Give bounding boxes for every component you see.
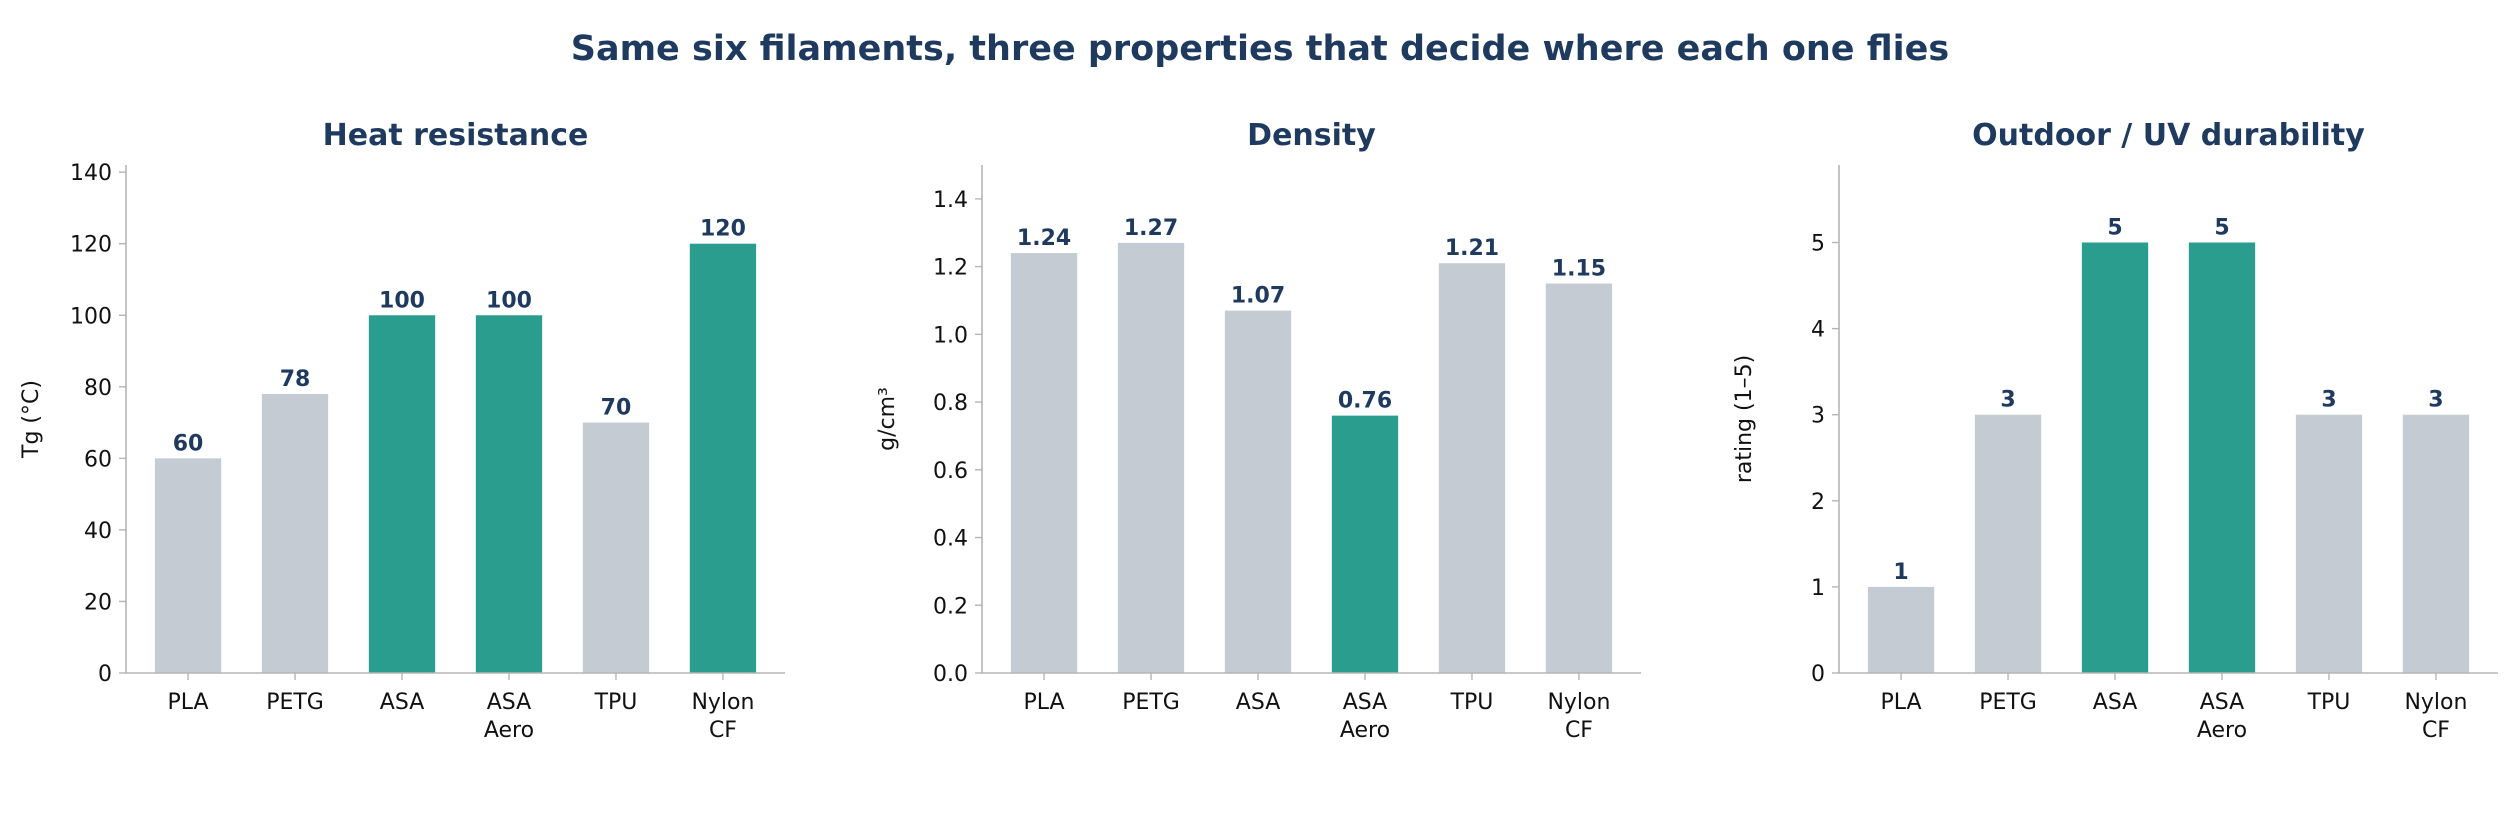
x-tick-label: PLA xyxy=(168,690,209,715)
x-tick-label: ASA Aero xyxy=(1340,690,1390,743)
x-tick-label: ASA xyxy=(1236,690,1280,715)
x-tick-label: Nylon CF xyxy=(691,690,754,743)
y-tick-label: 1 xyxy=(1811,576,1825,601)
bar xyxy=(2081,242,2149,674)
data-label: 1.27 xyxy=(1124,216,1178,241)
data-label: 78 xyxy=(280,367,311,392)
x-tick-label: PETG xyxy=(1979,690,2037,715)
bar xyxy=(2188,242,2256,674)
y-tick-label: 0.2 xyxy=(933,594,968,619)
y-tick-label: 0.8 xyxy=(933,391,968,416)
y-tick-label: 0.4 xyxy=(933,527,968,552)
x-tick-label: ASA xyxy=(2093,690,2137,715)
x-tick-label: PETG xyxy=(1122,690,1180,715)
bar xyxy=(1438,263,1506,673)
y-tick-label: 3 xyxy=(1811,404,1825,429)
data-label: 1.24 xyxy=(1017,226,1071,251)
data-label: 1 xyxy=(1893,560,1908,585)
bar xyxy=(2295,414,2363,673)
x-tick-label: TPU xyxy=(2307,690,2351,715)
bar xyxy=(1545,283,1613,673)
y-tick-label: 0 xyxy=(98,662,112,687)
y-tick-label: 1.2 xyxy=(933,256,968,281)
y-tick-label: 0.0 xyxy=(933,662,968,687)
data-label: 1.07 xyxy=(1231,284,1285,309)
bar xyxy=(582,422,650,673)
data-label: 60 xyxy=(173,431,204,456)
bar xyxy=(1117,242,1185,674)
data-label: 1.21 xyxy=(1445,236,1499,261)
data-label: 1.15 xyxy=(1552,257,1606,282)
data-label: 3 xyxy=(2428,388,2443,413)
y-tick-label: 20 xyxy=(84,590,112,615)
data-label: 70 xyxy=(601,396,632,421)
y-axis-label: Tg (°C) xyxy=(19,380,44,459)
x-tick-label: PLA xyxy=(1881,690,1922,715)
bar xyxy=(1010,253,1078,673)
bar xyxy=(261,393,329,673)
x-tick-label: Nylon CF xyxy=(2404,690,2467,743)
y-tick-label: 40 xyxy=(84,519,112,544)
bar xyxy=(1224,310,1292,673)
y-tick-label: 0 xyxy=(1811,662,1825,687)
y-tick-label: 60 xyxy=(84,447,112,472)
bar xyxy=(1974,414,2042,673)
bar xyxy=(154,458,222,673)
x-tick-label: ASA xyxy=(380,690,424,715)
panel-title: Outdoor / UV durability xyxy=(1972,118,2365,153)
bar xyxy=(368,315,436,673)
y-tick-label: 1.4 xyxy=(933,188,968,213)
bar xyxy=(2402,414,2470,673)
data-label: 5 xyxy=(2107,215,2122,240)
x-tick-label: PLA xyxy=(1024,690,1065,715)
data-label: 5 xyxy=(2214,215,2229,240)
y-tick-label: 1.0 xyxy=(933,323,968,348)
y-tick-label: 100 xyxy=(70,304,112,329)
x-tick-label: Nylon CF xyxy=(1547,690,1610,743)
x-tick-label: ASA Aero xyxy=(2197,690,2247,743)
chart-panel-3: Outdoor / UV durability 1 3 5 5 3 3 0 1 2 3 4 5 PLA PE… xyxy=(1732,118,2498,743)
y-tick-label: 0.6 xyxy=(933,459,968,484)
x-tick-label: ASA Aero xyxy=(484,690,534,743)
y-axis-label: g/cm³ xyxy=(875,387,900,451)
data-label: 3 xyxy=(2321,388,2336,413)
bar xyxy=(475,315,543,673)
chart-panel-2: Density 1.24 1.27 1.07 0.76 1.21 1.15 0.0 0.2 0.4… xyxy=(875,118,1641,743)
data-label: 120 xyxy=(700,217,746,242)
data-label: 100 xyxy=(379,288,425,313)
figure-title: Same six filaments, three properties tha… xyxy=(571,29,1949,69)
bar xyxy=(1867,586,1935,673)
panel-title: Heat resistance xyxy=(323,118,589,153)
data-label: 0.76 xyxy=(1338,389,1392,414)
bar xyxy=(1331,415,1399,673)
y-tick-label: 5 xyxy=(1811,231,1825,256)
y-tick-label: 2 xyxy=(1811,490,1825,515)
chart-panel-1: Heat resistance 60 78 100 100 70 120 0 20 40 60 80 1… xyxy=(19,118,785,743)
data-label: 100 xyxy=(486,288,532,313)
y-tick-label: 140 xyxy=(70,161,112,186)
y-tick-label: 4 xyxy=(1811,318,1825,343)
panel-title: Density xyxy=(1247,118,1376,153)
data-label: 3 xyxy=(2000,388,2015,413)
x-tick-label: PETG xyxy=(266,690,324,715)
y-tick-label: 120 xyxy=(70,233,112,258)
x-tick-label: TPU xyxy=(594,690,638,715)
x-tick-label: TPU xyxy=(1450,690,1494,715)
y-axis-label: rating (1–5) xyxy=(1732,355,1757,483)
bar xyxy=(689,243,757,673)
y-tick-label: 80 xyxy=(84,376,112,401)
